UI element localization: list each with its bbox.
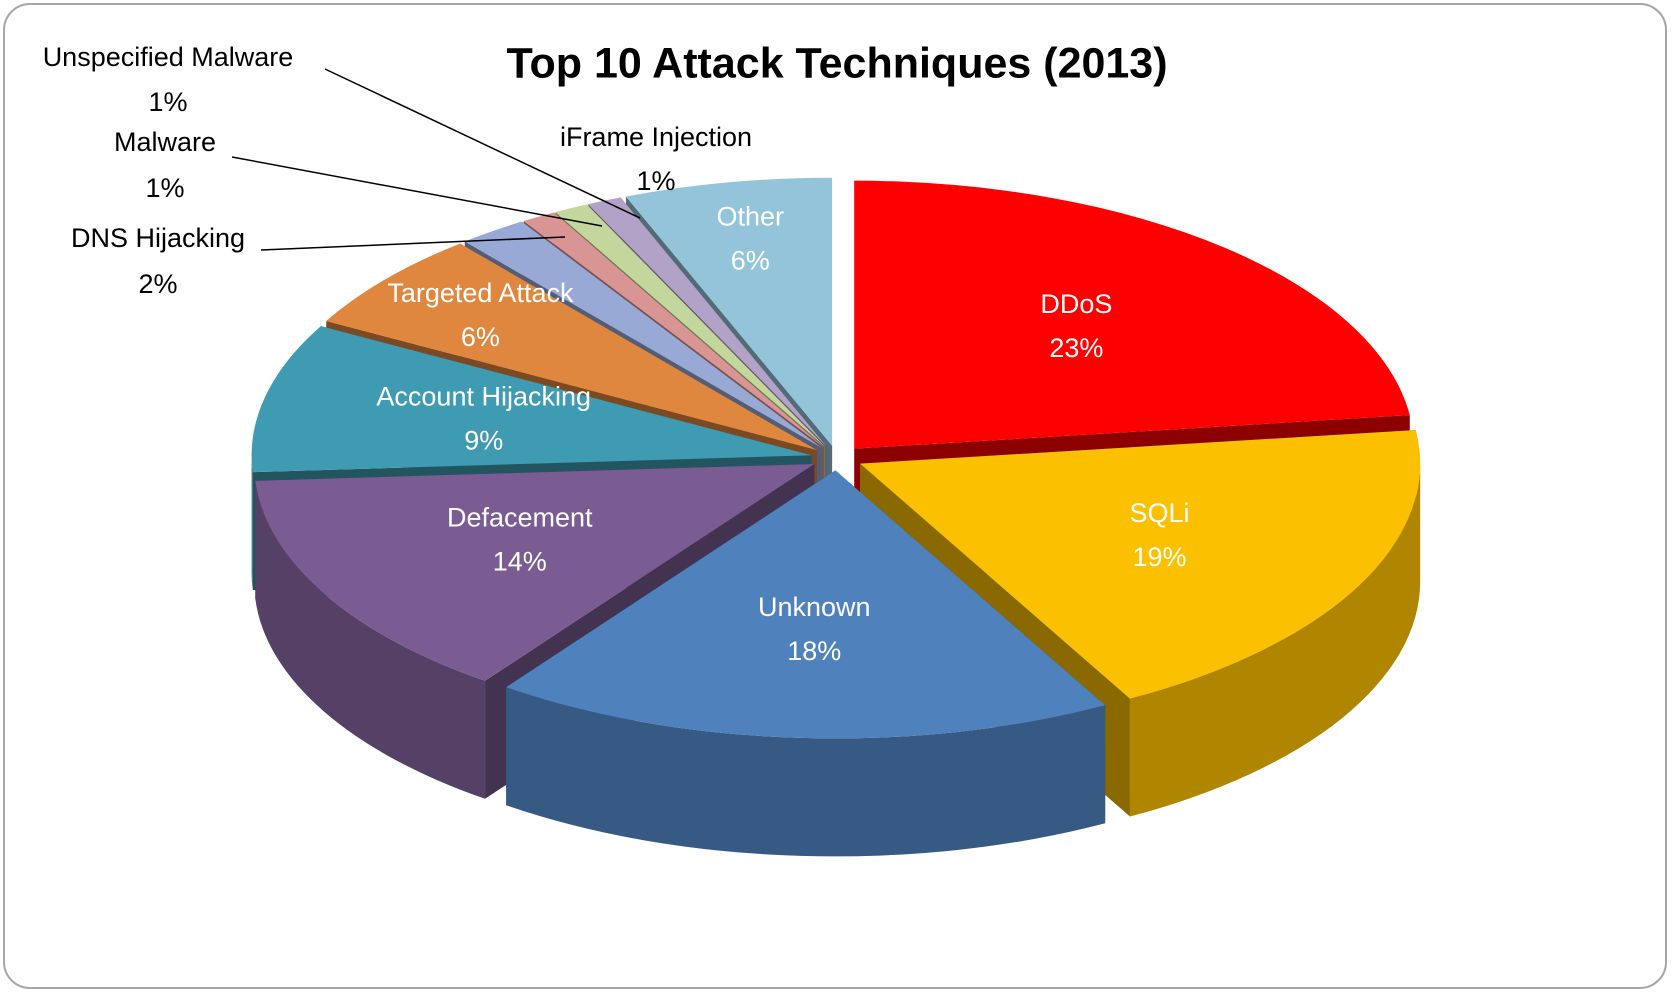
data-label: 14% — [493, 547, 547, 577]
data-label: 19% — [1133, 542, 1187, 572]
data-label-name: Defacement — [447, 503, 593, 533]
slice — [555, 204, 826, 447]
slice — [854, 180, 1410, 449]
data-label-name: Other — [717, 202, 785, 232]
data-label-name: DNS Hijacking — [71, 223, 245, 253]
data-label-name: SQLi — [1130, 498, 1190, 528]
data-label: 18% — [787, 636, 841, 666]
data-label: 1% — [636, 166, 675, 196]
leader-line — [324, 68, 641, 219]
data-label-name: Unspecified Malware — [43, 42, 294, 72]
data-label: 6% — [731, 246, 770, 276]
slice — [255, 463, 815, 681]
leader-line — [231, 156, 603, 227]
data-label: 9% — [464, 425, 503, 455]
slice — [464, 221, 822, 448]
slice — [523, 212, 824, 448]
data-label-name: Unknown — [758, 592, 871, 622]
slice-wall — [255, 480, 486, 799]
slice — [860, 430, 1421, 699]
data-label-name: Targeted Attack — [387, 278, 574, 308]
slice — [625, 177, 833, 446]
slice — [506, 470, 1106, 857]
slice-wall — [506, 687, 1106, 857]
data-label-name: Malware — [114, 127, 216, 157]
slice-wall — [251, 455, 253, 591]
data-label: 6% — [461, 322, 500, 352]
data-label-name: DDoS — [1040, 289, 1112, 319]
slice-wall — [1129, 463, 1421, 817]
data-label-name: iFrame Injection — [560, 122, 752, 152]
leader-line — [260, 236, 566, 251]
data-label: 2% — [138, 269, 177, 299]
data-label: 1% — [145, 173, 184, 203]
slice — [588, 197, 827, 447]
slice — [326, 243, 817, 451]
data-label-name: Account Hijacking — [376, 381, 591, 411]
data-label: 23% — [1049, 333, 1103, 363]
slice — [251, 326, 812, 473]
chart-title: Top 10 Attack Techniques (2013) — [506, 39, 1167, 87]
data-label: 1% — [148, 87, 187, 117]
slice — [506, 470, 1106, 739]
